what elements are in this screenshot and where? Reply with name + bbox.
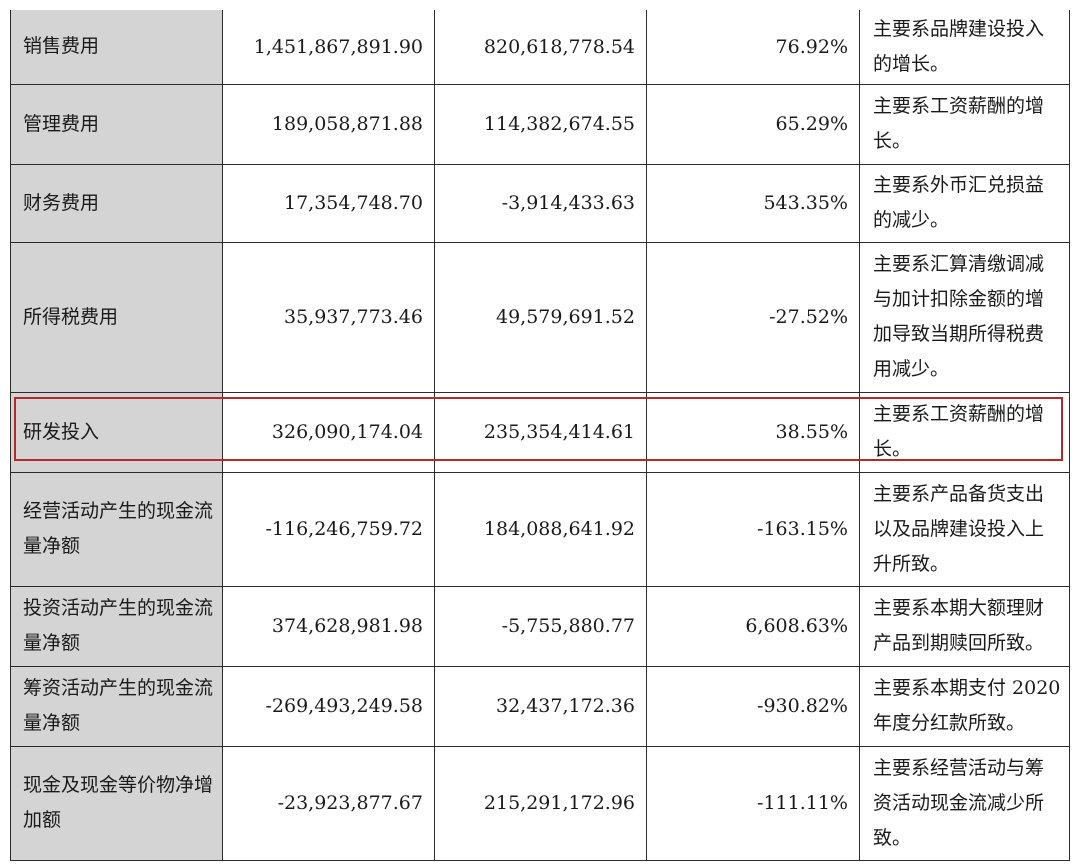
previous-period-value: -3,914,433.63 [434,163,647,243]
previous-period-value: 820,618,778.54 [434,10,647,85]
row-label: 投资活动产生的现金流量净额 [10,585,223,667]
table-row: 筹资活动产生的现金流量净额 -269,493,249.58 32,437,172… [10,665,1070,747]
current-period-value: -116,246,759.72 [222,471,435,587]
table-row: 管理费用 189,058,871.88 114,382,674.55 65.29… [10,83,1070,165]
change-rate: -27.52% [646,241,860,393]
current-period-value: 1,451,867,891.90 [222,10,435,85]
current-period-value: 326,090,174.04 [222,391,435,473]
row-label: 经营活动产生的现金流量净额 [10,471,223,587]
change-reason: 主要系经营活动与筹资活动现金流减少所致。 [859,745,1070,861]
table-row: 财务费用 17,354,748.70 -3,914,433.63 543.35%… [10,163,1070,243]
row-label: 销售费用 [10,10,223,85]
previous-period-value: 49,579,691.52 [434,241,647,393]
previous-period-value: 215,291,172.96 [434,745,647,861]
current-period-value: 374,628,981.98 [222,585,435,667]
table-row: 经营活动产生的现金流量净额 -116,246,759.72 184,088,64… [10,471,1070,587]
previous-period-value: -5,755,880.77 [434,585,647,667]
change-reason: 主要系品牌建设投入的增长。 [859,10,1070,85]
financial-table: 销售费用 1,451,867,891.90 820,618,778.54 76.… [10,10,1070,861]
change-rate: -163.15% [646,471,860,587]
table-row: 销售费用 1,451,867,891.90 820,618,778.54 76.… [10,10,1070,85]
change-reason: 主要系外币汇兑损益的减少。 [859,163,1070,243]
current-period-value: -269,493,249.58 [222,665,435,747]
change-rate: -111.11% [646,745,860,861]
table-row: 现金及现金等价物净增加额 -23,923,877.67 215,291,172.… [10,745,1070,861]
table-row: 研发投入 326,090,174.04 235,354,414.61 38.55… [10,391,1070,473]
change-reason: 主要系本期大额理财产品到期赎回所致。 [859,585,1070,667]
row-label: 筹资活动产生的现金流量净额 [10,665,223,747]
change-rate: 6,608.63% [646,585,860,667]
previous-period-value: 114,382,674.55 [434,83,647,165]
change-rate: 38.55% [646,391,860,473]
current-period-value: 17,354,748.70 [222,163,435,243]
previous-period-value: 235,354,414.61 [434,391,647,473]
change-reason: 主要系工资薪酬的增长。 [859,391,1070,473]
current-period-value: -23,923,877.67 [222,745,435,861]
change-reason: 主要系本期支付 2020 年度分红款所致。 [859,665,1070,747]
table-row: 所得税费用 35,937,773.46 49,579,691.52 -27.52… [10,241,1070,393]
change-rate: 65.29% [646,83,860,165]
table-row: 投资活动产生的现金流量净额 374,628,981.98 -5,755,880.… [10,585,1070,667]
previous-period-value: 184,088,641.92 [434,471,647,587]
change-reason: 主要系汇算清缴调减与加计扣除金额的增加导致当期所得税费用减少。 [859,241,1070,393]
change-reason: 主要系工资薪酬的增长。 [859,83,1070,165]
row-label: 现金及现金等价物净增加额 [10,745,223,861]
previous-period-value: 32,437,172.36 [434,665,647,747]
change-reason: 主要系产品备货支出以及品牌建设投入上升所致。 [859,471,1070,587]
row-label: 财务费用 [10,163,223,243]
row-label: 研发投入 [10,391,223,473]
row-label: 所得税费用 [10,241,223,393]
current-period-value: 189,058,871.88 [222,83,435,165]
change-rate: 543.35% [646,163,860,243]
change-rate: -930.82% [646,665,860,747]
change-rate: 76.92% [646,10,860,85]
row-label: 管理费用 [10,83,223,165]
current-period-value: 35,937,773.46 [222,241,435,393]
